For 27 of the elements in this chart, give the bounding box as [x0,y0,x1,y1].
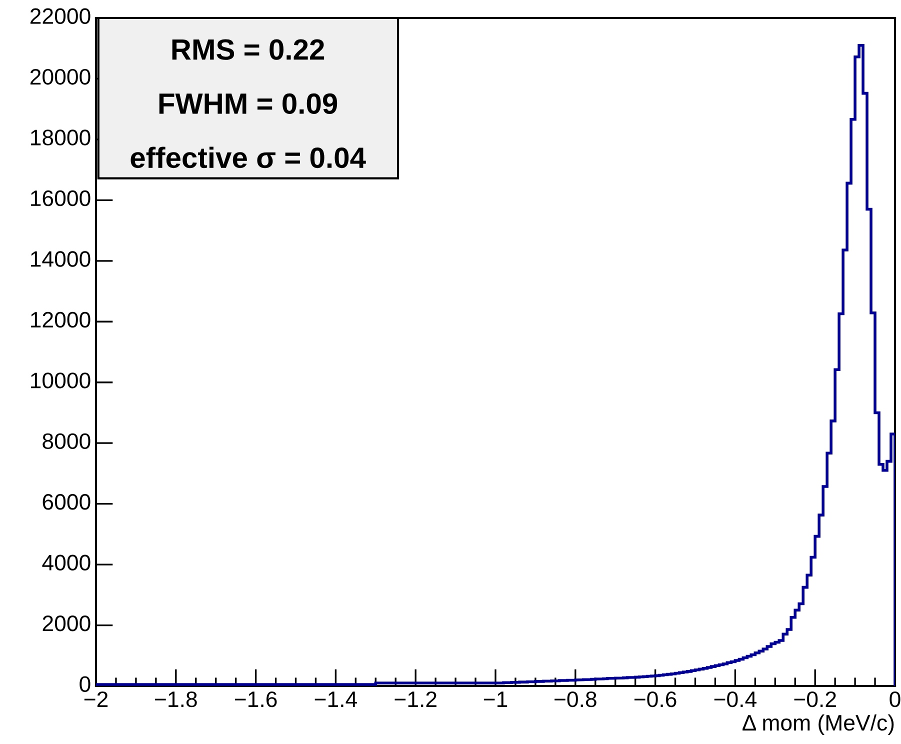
x-tick-label: −0.8 [554,691,596,708]
x-axis-title: Δ mom (MeV/c) [742,714,894,736]
x-tick-label: −1.6 [234,691,277,708]
y-tick-label: 2000 [42,616,90,632]
y-tick-label: 6000 [42,494,90,510]
x-tick-label: −0.2 [794,691,836,708]
y-tick-label: 16000 [31,190,90,206]
y-tick-label: 12000 [31,312,90,328]
x-tick-label: −2 [84,691,108,707]
x-tick-label: 0 [890,691,900,708]
annotation: FWHM = 0.09 [159,93,338,114]
annotation: RMS = 0.22 [172,39,324,60]
y-tick-label: 4000 [42,554,90,571]
x-tick-label: −0.4 [714,691,756,708]
y-tick-label: 18000 [31,130,90,146]
x-tick-label: −1.2 [394,691,436,707]
y-tick-label: 8000 [42,433,90,450]
x-tick-label: −0.6 [634,691,676,708]
y-tick-label: 0 [80,676,90,692]
x-tick-label: −1.4 [314,692,357,707]
y-tick-label: 10000 [31,372,90,388]
x-tick-label: −1.8 [155,691,197,708]
annotation: effective σ = 0.04 [130,146,366,168]
y-tick-label: 14000 [31,251,90,267]
y-tick-label: 22000 [30,8,90,24]
x-tick-label: −1 [484,692,508,707]
y-tick-label: 20000 [30,68,90,85]
